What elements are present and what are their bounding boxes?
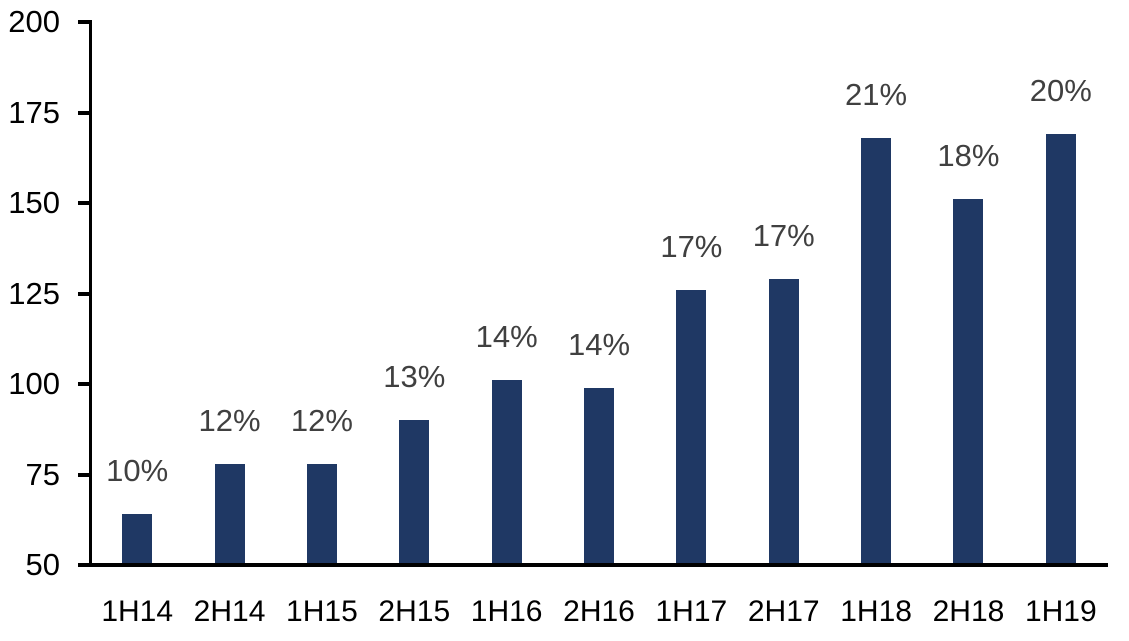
x-axis-label-1H19: 1H19 [1024,595,1097,628]
y-axis-tick-label: 125 [8,275,60,311]
y-axis-tick-label: 75 [25,456,60,492]
bar-value-label: 14% [475,319,538,355]
x-axis-label-2H15: 2H15 [378,595,451,628]
bar-value-label: 10% [106,453,169,489]
x-axis-label-1H17: 1H17 [655,595,728,628]
y-axis-tick [78,472,91,477]
x-axis-line [78,563,1108,567]
x-axis-label-1H16: 1H16 [470,595,543,628]
y-axis-tick [78,382,91,386]
y-axis-tick [78,291,91,296]
bar-1H19 [1045,134,1076,563]
bar-2H18 [953,199,984,563]
bar-2H16 [584,387,614,563]
x-axis-label-2H16: 2H16 [563,595,635,628]
bar-value-label: 14% [567,326,631,362]
y-axis-tick [78,563,91,567]
bar-1H17 [676,289,707,563]
bar-value-label: 17% [752,218,815,254]
x-axis-label-1H18: 1H18 [840,595,912,628]
x-axis-label-2H18: 2H18 [932,595,1005,628]
bar-value-label: 20% [1029,73,1092,109]
x-axis-label-2H14: 2H14 [193,595,266,628]
bar-value-label: 13% [383,359,446,395]
bar-2H15 [399,420,430,563]
y-axis-tick [78,110,91,115]
y-axis-tick-label: 175 [8,94,60,130]
bar-1H18 [861,137,892,563]
x-axis-label-1H15: 1H15 [286,595,358,628]
bar-value-label: 18% [937,138,1000,174]
bar-value-label: 17% [660,228,723,264]
bar-1H16 [491,380,522,563]
bar-value-label: 21% [845,76,908,112]
x-axis-label-1H14: 1H14 [101,595,174,628]
bar-value-label: 12% [198,402,261,438]
bar-2H17 [768,279,799,563]
y-axis-tick-label: 150 [8,185,60,220]
bar-2H14 [214,463,245,563]
x-axis-label-2H17: 2H17 [747,595,820,628]
y-axis-tick-label: 100 [8,366,60,401]
bar-value-label: 12% [290,402,353,438]
y-axis-tick [78,20,91,24]
y-axis-tick-label: 200 [8,4,60,39]
bar-1H15 [306,463,337,563]
y-axis-tick [78,201,91,205]
y-axis-tick-label: 50 [25,547,60,582]
bar-1H14 [122,514,153,563]
